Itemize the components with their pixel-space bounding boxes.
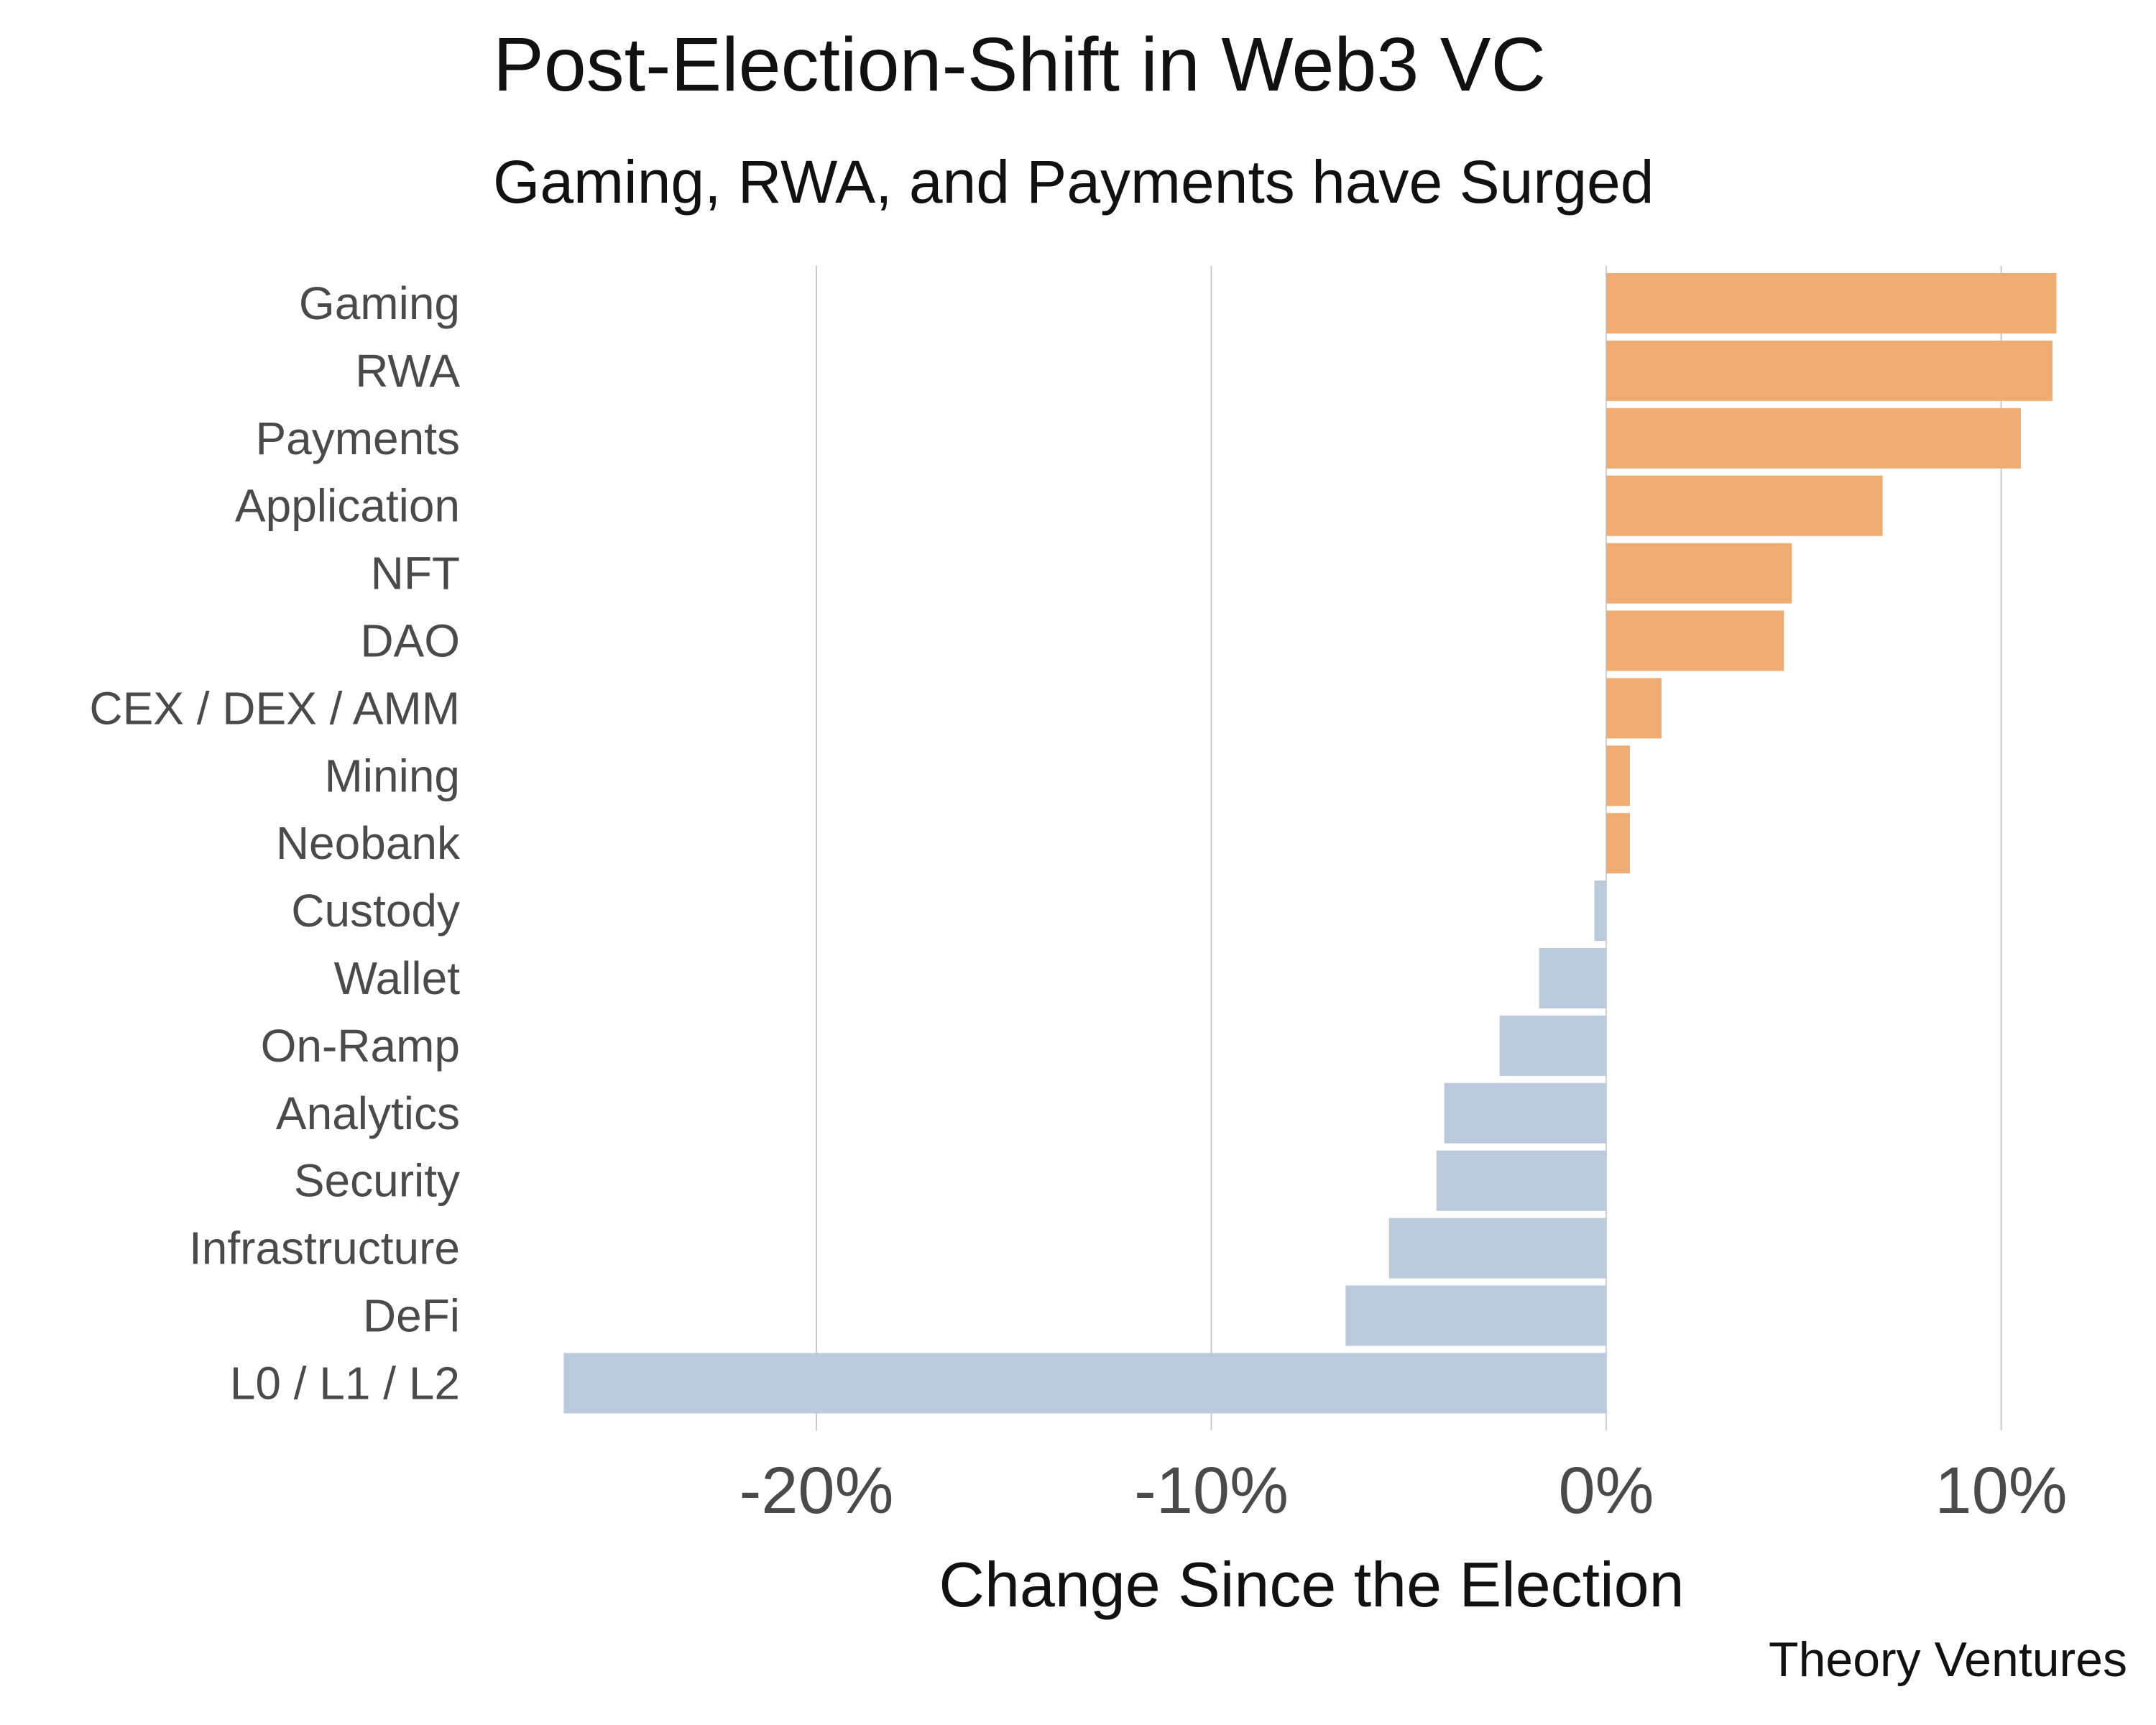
- bar: [1606, 475, 1883, 536]
- bar: [1436, 1150, 1606, 1211]
- bar: [1444, 1082, 1606, 1144]
- bar: [1606, 745, 1630, 806]
- chart-subtitle: Gaming, RWA, and Payments have Surged: [493, 148, 1654, 216]
- category-label: Mining: [324, 750, 460, 801]
- category-labels: Gaming RWA Payments Application NFT DAO CEX / …: [89, 277, 461, 1409]
- x-axis-title: Change Since the Election: [939, 1549, 1684, 1620]
- category-label: Neobank: [276, 817, 461, 869]
- bar: [1606, 678, 1662, 739]
- x-tick-label: -20%: [740, 1454, 894, 1527]
- x-tick-label: 10%: [1935, 1454, 2067, 1527]
- category-label: RWA: [355, 345, 460, 397]
- bar: [563, 1353, 1606, 1414]
- bar: [1606, 813, 1630, 874]
- x-tick-labels: -20% -10% 0% 10%: [740, 1454, 2068, 1527]
- chart-title: Post-Election-Shift in Web3 VC: [493, 22, 1547, 107]
- category-label: On-Ramp: [261, 1020, 460, 1072]
- category-label: Custody: [291, 885, 460, 937]
- category-label: Infrastructure: [189, 1223, 460, 1274]
- bars: [563, 273, 2057, 1414]
- category-label: Gaming: [299, 277, 460, 329]
- bar: [1345, 1285, 1606, 1346]
- bar: [1606, 610, 1784, 671]
- bar: [1606, 543, 1792, 604]
- category-label: Application: [235, 480, 460, 532]
- x-tick-label: 0%: [1559, 1454, 1654, 1527]
- category-label: NFT: [371, 548, 460, 599]
- bar: [1606, 340, 2053, 401]
- category-label: Analytics: [276, 1087, 460, 1139]
- source-credit: Theory Ventures: [1769, 1632, 2127, 1687]
- category-label: Payments: [255, 413, 460, 464]
- category-label: Wallet: [334, 952, 461, 1004]
- bar: [1594, 880, 1606, 942]
- category-label: DAO: [360, 615, 460, 667]
- bar: [1539, 948, 1606, 1008]
- bar: [1606, 273, 2057, 334]
- category-label: Security: [294, 1155, 460, 1207]
- category-label: CEX / DEX / AMM: [89, 682, 460, 734]
- bar: [1388, 1218, 1606, 1279]
- bar: [1499, 1015, 1606, 1076]
- x-tick-label: -10%: [1134, 1454, 1289, 1527]
- category-label: DeFi: [363, 1290, 460, 1342]
- category-label: L0 / L1 / L2: [230, 1357, 460, 1409]
- bar: [1606, 408, 2021, 469]
